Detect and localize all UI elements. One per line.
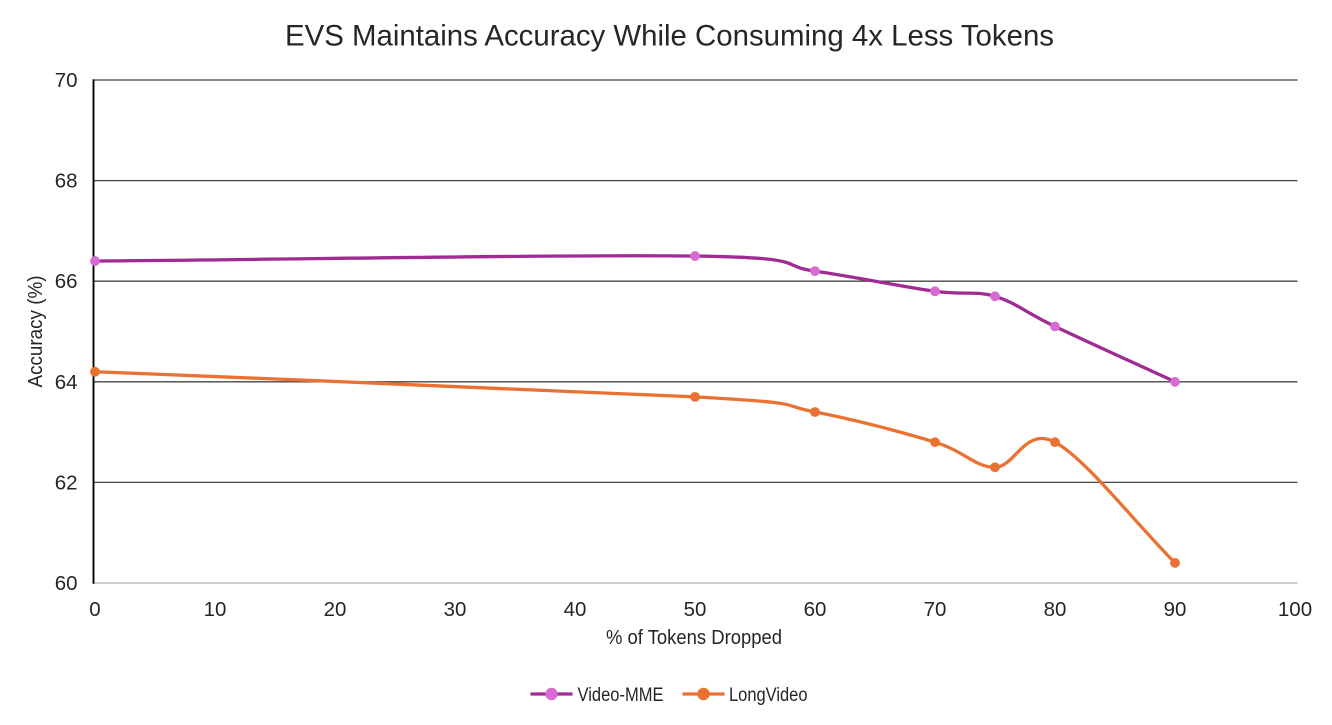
x-tick-label: 50 <box>684 598 707 621</box>
series-marker-longvideo <box>690 391 700 402</box>
series-marker-video-mme <box>810 266 820 277</box>
y-tick-label: 66 <box>55 270 78 293</box>
x-tick-label: 100 <box>1278 598 1312 621</box>
legend-label-video-mme: Video-MME <box>578 685 664 706</box>
x-axis-title: % of Tokens Dropped <box>606 627 782 649</box>
legend-swatch-marker-longvideo <box>697 687 710 701</box>
x-tick-label: 60 <box>804 598 827 621</box>
x-tick-label: 90 <box>1164 598 1187 621</box>
legend-label-longvideo: LongVideo <box>729 685 808 706</box>
series-marker-video-mme <box>1170 376 1180 387</box>
x-tick-label: 80 <box>1044 598 1067 621</box>
x-tick-label: 20 <box>324 598 347 621</box>
x-tick-label: 30 <box>444 598 467 621</box>
series-marker-video-mme <box>690 251 700 261</box>
series-marker-video-mme <box>1050 321 1060 332</box>
series-marker-longvideo <box>990 462 1000 473</box>
y-axis-title: Accuracy (%) <box>25 276 47 388</box>
series-marker-video-mme <box>930 286 940 297</box>
series-marker-longvideo <box>930 437 940 448</box>
x-tick-label: 40 <box>564 598 587 621</box>
series-marker-video-mme <box>990 291 1000 302</box>
y-tick-label: 62 <box>55 471 78 494</box>
x-tick-label: 0 <box>89 598 100 621</box>
y-tick-label: 64 <box>55 371 78 394</box>
series-marker-longvideo <box>1170 557 1180 568</box>
x-tick-label: 70 <box>924 598 947 621</box>
y-tick-label: 68 <box>55 170 78 193</box>
series-line-video-mme <box>93 254 1177 384</box>
series-marker-video-mme <box>90 256 100 266</box>
y-tick-label: 60 <box>55 572 78 595</box>
x-tick-label: 10 <box>204 598 227 621</box>
series-marker-longvideo <box>810 407 820 417</box>
legend-swatch-marker-video-mme <box>545 687 558 701</box>
series-line-longvideo <box>93 370 1177 565</box>
series-marker-longvideo <box>1050 437 1060 448</box>
chart-title: EVS Maintains Accuracy While Consuming 4… <box>285 20 1054 53</box>
y-tick-label: 70 <box>55 69 78 92</box>
series-marker-longvideo <box>90 366 100 377</box>
